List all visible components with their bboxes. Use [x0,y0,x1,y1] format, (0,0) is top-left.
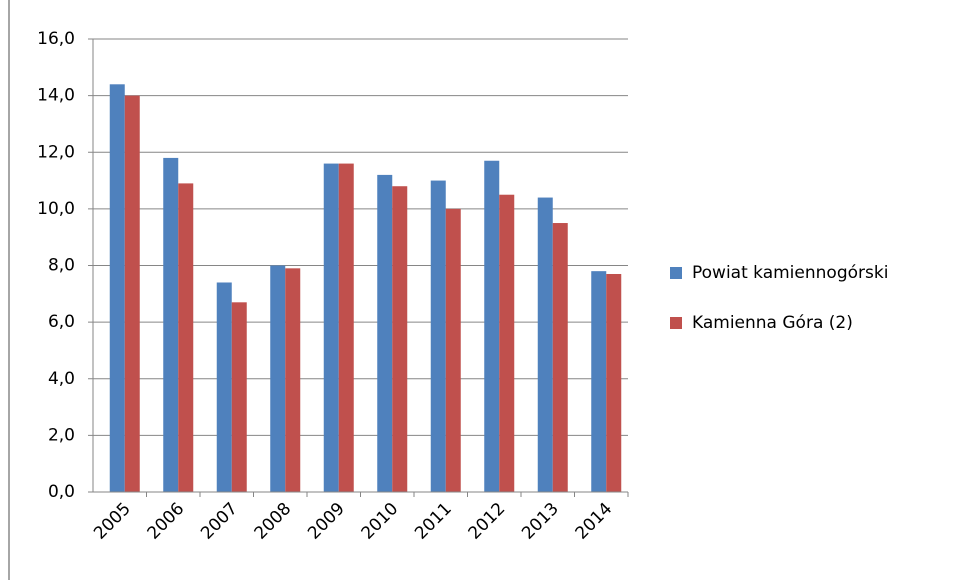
y-tick-label: 0,0 [48,482,75,502]
x-tick-label: 2006 [144,499,189,544]
bar [323,163,339,492]
bar [377,174,393,492]
y-tick-label: 2,0 [48,425,75,445]
bar [606,273,622,492]
x-tick-label: 2012 [465,499,510,544]
x-tick-label: 2005 [90,499,135,544]
bar [430,180,446,492]
legend-label: Powiat kamiennogórski [692,263,888,283]
legend-label: Kamienna Góra (2) [692,313,853,333]
y-tick-label: 16,0 [37,29,75,49]
bar [216,282,232,492]
bar [591,271,607,492]
bar [445,208,461,492]
y-tick-label: 8,0 [48,256,75,276]
x-tick-label: 2011 [411,499,456,544]
x-tick-label: 2010 [358,499,403,544]
x-tick-label: 2008 [251,499,296,544]
bar [392,186,408,492]
legend-swatch [670,267,682,279]
bar [124,95,140,492]
bar [285,268,301,492]
y-tick-label: 14,0 [37,86,75,106]
bar [537,197,553,493]
bar [552,223,568,492]
x-tick-label: 2007 [197,499,242,544]
bar [270,265,286,492]
bar [484,160,500,492]
legend-swatch [670,317,682,329]
y-tick-label: 4,0 [48,369,75,389]
x-tick-label: 2009 [304,499,349,544]
bar [163,157,179,492]
bar [499,194,515,492]
x-tick-label: 2014 [572,499,617,544]
y-tick-label: 6,0 [48,312,75,332]
bar [338,163,354,492]
y-tick-label: 12,0 [37,142,75,162]
bar [178,183,194,493]
y-tick-label: 10,0 [37,199,75,219]
x-tick-label: 2013 [518,499,563,544]
bar [109,84,125,493]
bar [231,302,247,492]
